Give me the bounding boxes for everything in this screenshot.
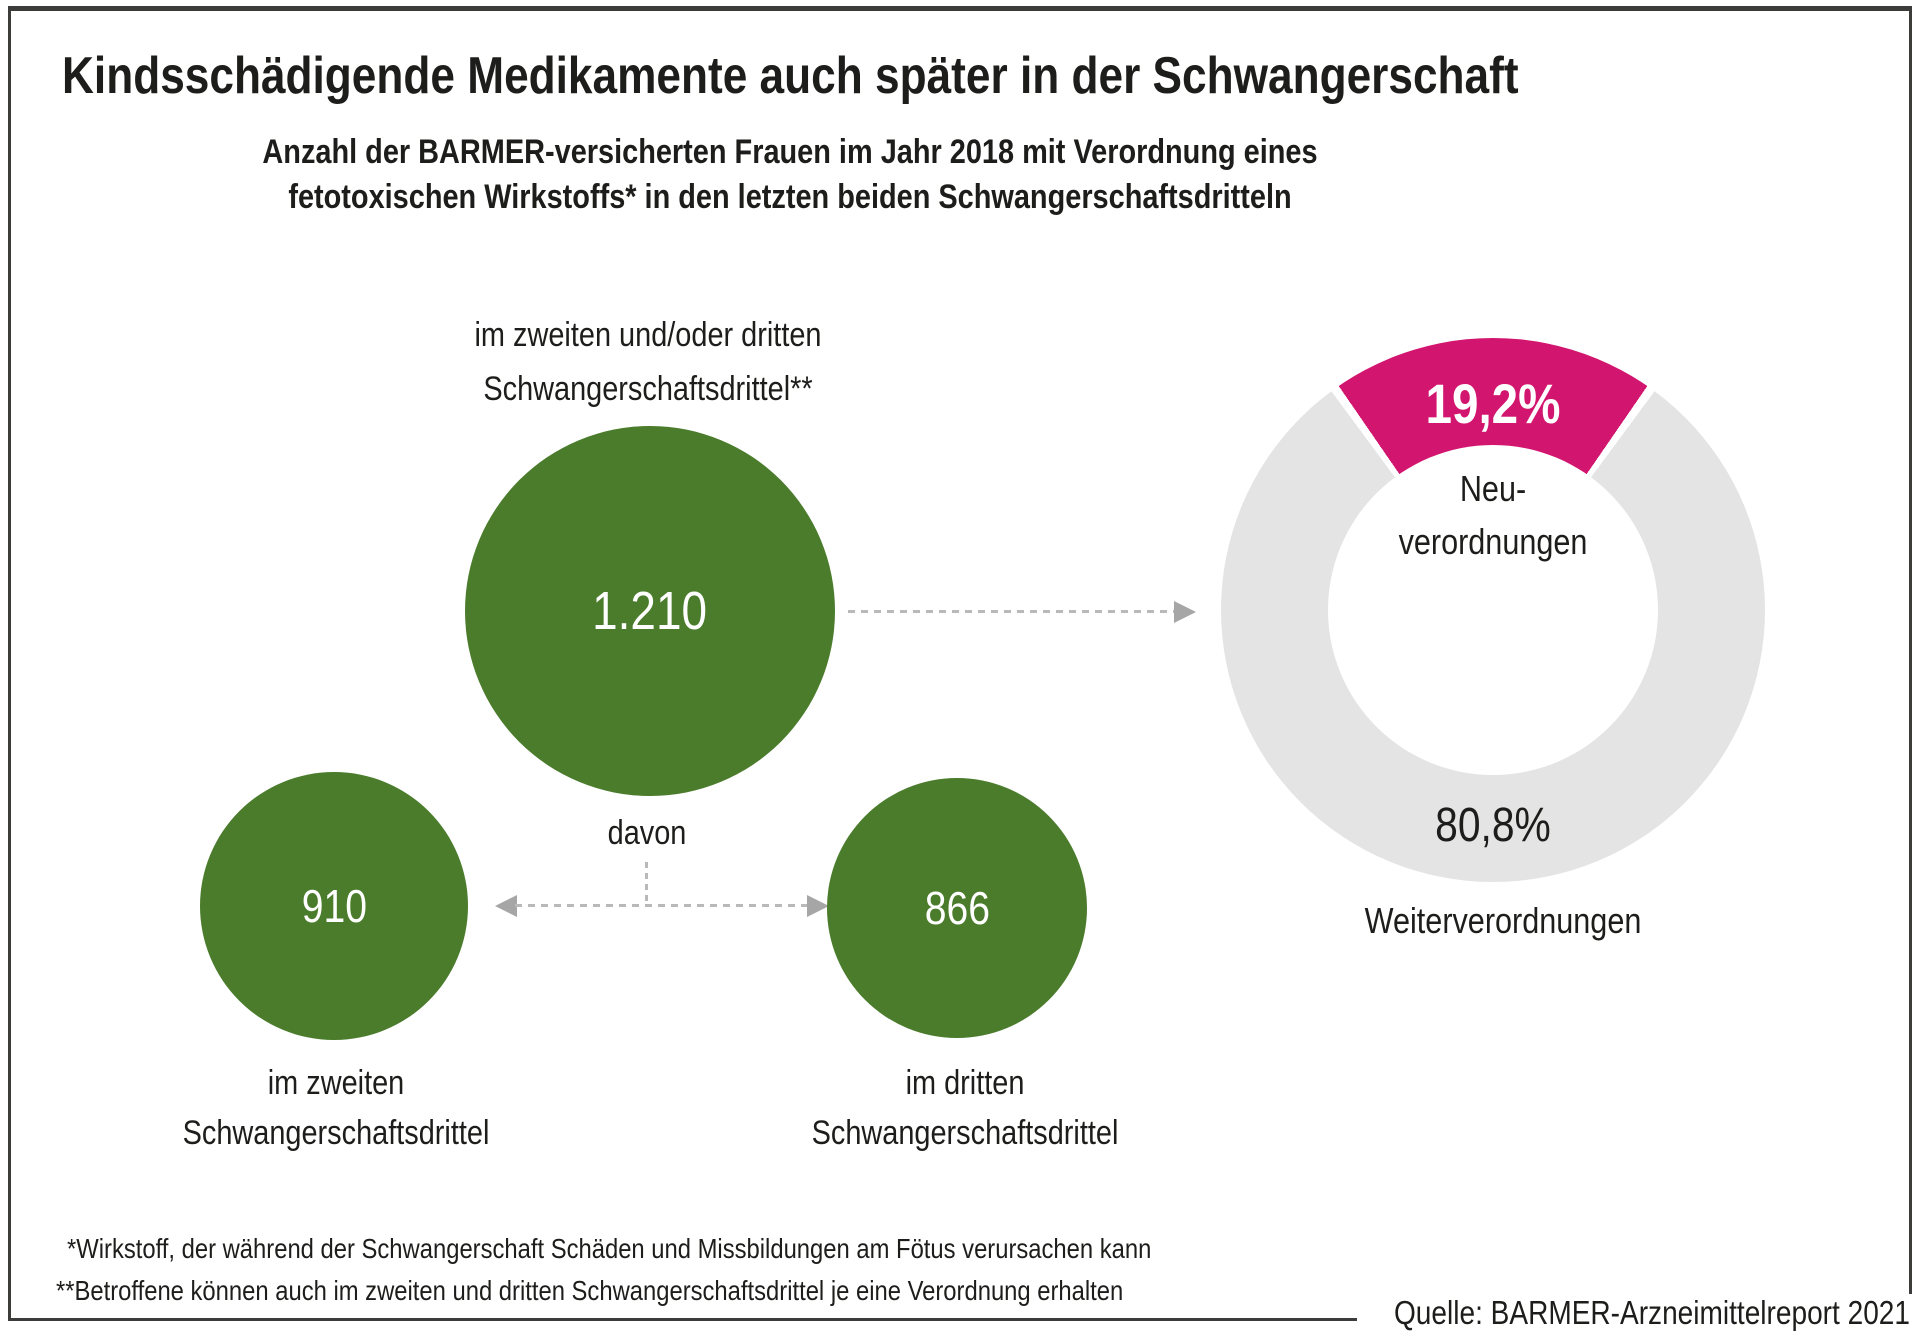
frame-border-top — [8, 6, 1912, 11]
footnote-1: *Wirkstoff, der während der Schwangersch… — [67, 1233, 1152, 1264]
new-prescriptions-label-line-1: Neu- — [1459, 468, 1527, 509]
frame-border-left — [8, 6, 11, 1321]
subtitle-line-1: Anzahl der BARMER-versicherten Frauen im… — [262, 133, 1318, 171]
second-trimester-bubble: 910 — [200, 772, 468, 1040]
second-trimester-value: 910 — [301, 880, 367, 932]
total-bubble-label-line-1: im zweiten und/oder dritten — [474, 316, 822, 354]
arrowhead-left-icon — [495, 895, 517, 917]
subtitle-line-2: fetotoxischen Wirkstoffs* in den letzten… — [288, 178, 1292, 216]
total-bubble-label: im zweiten und/oder dritten Schwangersch… — [393, 308, 903, 416]
total-bubble-label-line-2: Schwangerschaftsdrittel** — [483, 370, 813, 408]
connector-total-to-donut — [848, 598, 1196, 626]
third-trimester-label-line-2: Schwangerschaftsdrittel — [811, 1114, 1119, 1152]
source-credit: Quelle: BARMER-Arzneimittelreport 2021 — [1393, 1294, 1910, 1331]
connector-davon-split — [495, 894, 829, 918]
second-trimester-label: im zweiten Schwangerschaftsdrittel — [124, 1058, 549, 1158]
arrowhead-right-icon — [1174, 601, 1196, 623]
continued-prescriptions-label: Weiterverordnungen — [1364, 900, 1642, 941]
new-prescriptions-percentage: 19,2% — [1425, 372, 1561, 435]
footnote-2: **Betroffene können auch im zweiten und … — [56, 1275, 1124, 1306]
page-title: Kindsschädigende Medikamente auch später… — [62, 47, 1519, 105]
frame-border-right — [1909, 6, 1912, 1294]
dashed-line — [848, 610, 1176, 613]
donut-hole — [1328, 445, 1658, 775]
davon-label: davon — [607, 814, 687, 852]
total-bubble-value: 1.210 — [592, 581, 708, 641]
dashed-line — [515, 904, 809, 907]
new-prescriptions-label-line-2: verordnungen — [1398, 521, 1588, 562]
third-trimester-value: 866 — [924, 882, 990, 934]
arrowhead-right-icon — [807, 895, 829, 917]
second-trimester-label-line-2: Schwangerschaftsdrittel — [182, 1114, 490, 1152]
donut-chart: 19,2% Neu- verordnungen 80,8% — [1221, 338, 1765, 882]
second-trimester-label-line-1: im zweiten — [267, 1064, 405, 1102]
third-trimester-label: im dritten Schwangerschaftsdrittel — [753, 1058, 1178, 1158]
continued-prescriptions-percentage: 80,8% — [1435, 799, 1551, 852]
davon-stem-dashed-line — [645, 862, 648, 902]
new-prescriptions-label: Neu- verordnungen — [1262, 462, 1724, 568]
total-bubble: 1.210 — [465, 426, 835, 796]
frame-border-bottom — [8, 1318, 1357, 1321]
third-trimester-bubble: 866 — [827, 778, 1087, 1038]
third-trimester-label-line-1: im dritten — [905, 1064, 1025, 1102]
subtitle: Anzahl der BARMER-versicherten Frauen im… — [119, 130, 1462, 220]
